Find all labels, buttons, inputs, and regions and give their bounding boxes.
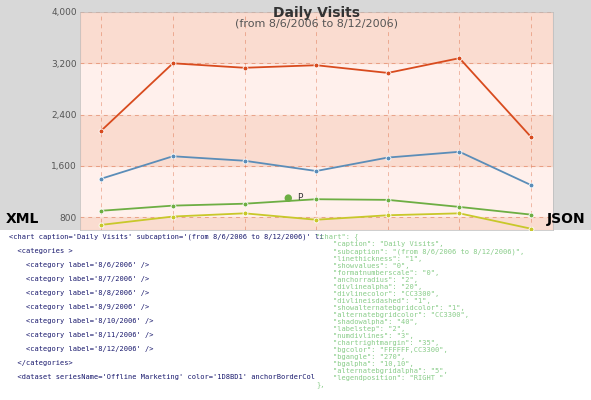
Text: P: P	[297, 194, 302, 202]
Bar	[80, 114, 553, 166]
Text: "chart": {
    "caption": "Daily Visits",
    "subcaption": "(from 8/6/2006 to 8: "chart": { "caption": "Daily Visits", "s…	[316, 234, 524, 388]
Text: XML: XML	[6, 212, 39, 226]
Text: <chart caption='Daily Visits' subcaption='(from 8/6/2006 to 8/12/2006)' li

  <c: <chart caption='Daily Visits' subcaption…	[9, 234, 323, 380]
Bar	[80, 12, 553, 63]
Text: ●: ●	[284, 193, 292, 203]
Text: JSON: JSON	[547, 212, 585, 226]
Bar	[80, 217, 553, 230]
Bar	[80, 166, 553, 217]
Text: (from 8/6/2006 to 8/12/2006): (from 8/6/2006 to 8/12/2006)	[235, 18, 398, 28]
Text: Daily Visits: Daily Visits	[272, 6, 360, 20]
Bar	[80, 63, 553, 114]
